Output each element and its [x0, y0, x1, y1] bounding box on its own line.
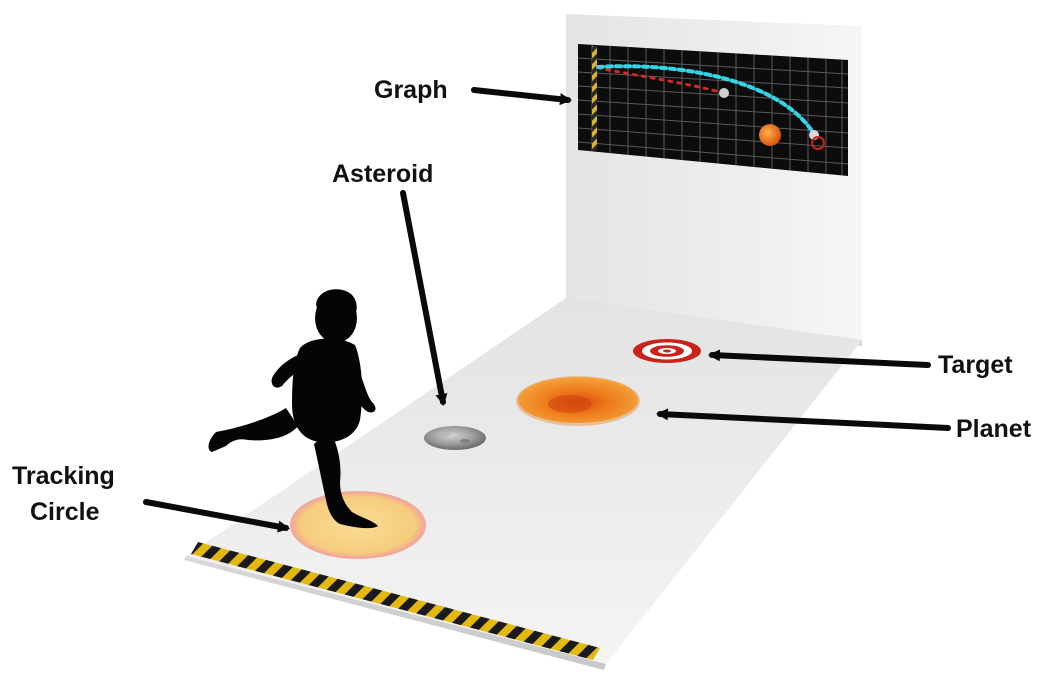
label-target: Target	[938, 351, 1013, 379]
planet-icon	[516, 376, 640, 426]
trajectory-secondary	[596, 66, 722, 94]
label-tracking-line2: Circle	[30, 498, 100, 526]
label-planet: Planet	[956, 415, 1032, 443]
graph-planet-icon	[759, 124, 781, 146]
arrow-planet	[656, 408, 951, 431]
hazard-stripe	[191, 542, 600, 660]
graph-asteroid-marker	[719, 88, 729, 98]
arrow-tracking	[143, 499, 290, 533]
callout-arrows	[143, 87, 951, 533]
target-icon	[633, 339, 701, 363]
arrow-graph	[471, 87, 572, 106]
arrow-asteroid	[400, 190, 448, 406]
label-graph: Graph	[374, 76, 448, 104]
label-asteroid: Asteroid	[332, 160, 433, 188]
graph-screen	[577, 44, 849, 176]
floor-mat	[184, 298, 862, 670]
label-tracking-line1: Tracking	[12, 462, 115, 490]
running-child-silhouette-icon	[208, 289, 378, 529]
graph-hazard-bar	[592, 46, 597, 150]
graph-target-marker	[811, 136, 825, 150]
trajectory-main	[596, 64, 816, 136]
arrow-target	[708, 349, 931, 368]
asteroid-icon	[424, 426, 486, 450]
